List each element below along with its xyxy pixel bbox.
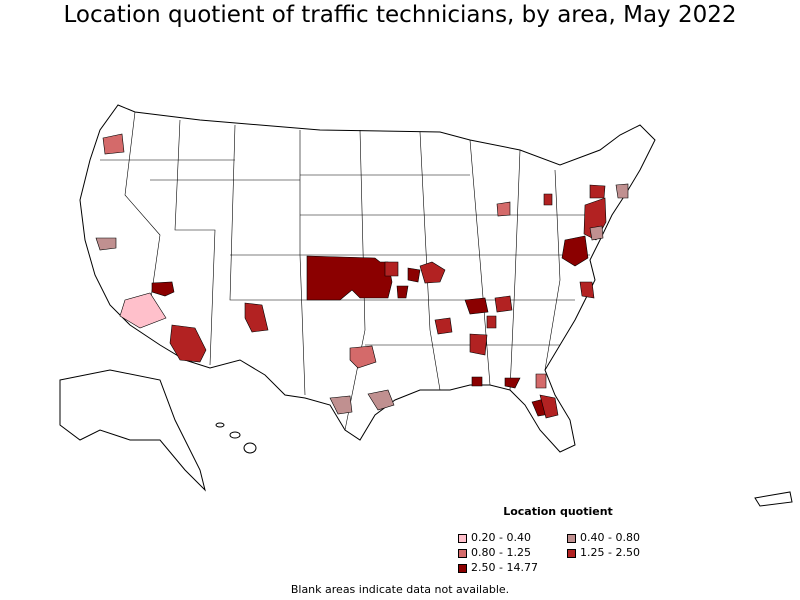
area-erie	[543, 193, 553, 206]
area-joplin	[396, 285, 409, 299]
legend-item-0-20-0-40: 0.20 - 0.40	[458, 532, 531, 544]
legend-title: Location quotient	[503, 505, 613, 518]
legend-item-0-40-0-80: 0.40 - 0.80	[567, 532, 640, 544]
legend-label: 0.20 - 0.40	[471, 531, 531, 544]
legend-label: 2.50 - 14.77	[471, 561, 538, 574]
area-little-rock	[434, 317, 453, 335]
blank-areas-note: Blank areas indicate data not available.	[290, 583, 510, 596]
area-boston	[615, 183, 629, 199]
legend-swatch	[567, 533, 576, 543]
area-virginia	[579, 281, 595, 299]
area-oklahoma-city	[349, 345, 377, 369]
legend-swatch	[567, 548, 576, 558]
legend-label: 1.25 - 2.50	[580, 546, 640, 559]
area-kansas-city-east	[407, 267, 421, 283]
area-san-antonio	[329, 395, 353, 415]
area-phoenix	[169, 324, 207, 363]
area-florida-gulf	[539, 394, 559, 419]
legend-item-2-50-14-77: 2.50 - 14.77	[458, 562, 538, 574]
area-mobile	[471, 376, 483, 387]
legend-swatch	[458, 533, 467, 543]
area-sacramento	[95, 237, 117, 251]
area-kansas-city	[419, 261, 446, 284]
area-florida-panhandle	[504, 377, 521, 389]
shaded-areas	[95, 133, 629, 419]
area-nashville	[494, 295, 513, 313]
legend-label: 0.80 - 1.25	[471, 546, 531, 559]
area-portland-or	[102, 133, 125, 155]
area-prescott	[151, 281, 175, 297]
legend-swatch	[458, 563, 467, 573]
area-washington-dc	[561, 235, 589, 267]
alaska-outline	[59, 369, 206, 492]
area-jackson	[469, 333, 488, 356]
area-central-missouri	[384, 261, 399, 277]
area-houston	[367, 389, 395, 411]
area-jacksonville	[535, 373, 547, 389]
area-las-vegas-nonmetro	[119, 292, 167, 329]
area-albuquerque	[244, 302, 269, 333]
legend-item-1-25-2-50: 1.25 - 2.50	[567, 547, 640, 559]
puerto-rico-outline	[754, 491, 793, 507]
area-detroit	[496, 201, 511, 217]
area-philadelphia	[589, 225, 604, 241]
area-memphis	[464, 297, 489, 315]
legend-label: 0.40 - 0.80	[580, 531, 640, 544]
legend-item-0-80-1-25: 0.80 - 1.25	[458, 547, 531, 559]
area-birmingham	[486, 315, 497, 329]
state-boundaries	[100, 111, 600, 431]
map-title: Location quotient of traffic technicians…	[63, 2, 737, 28]
area-upstate-new-york	[589, 184, 606, 199]
hawaii-islands	[215, 422, 257, 454]
area-kansas-nonmetro	[306, 255, 393, 301]
legend-swatch	[458, 548, 467, 558]
